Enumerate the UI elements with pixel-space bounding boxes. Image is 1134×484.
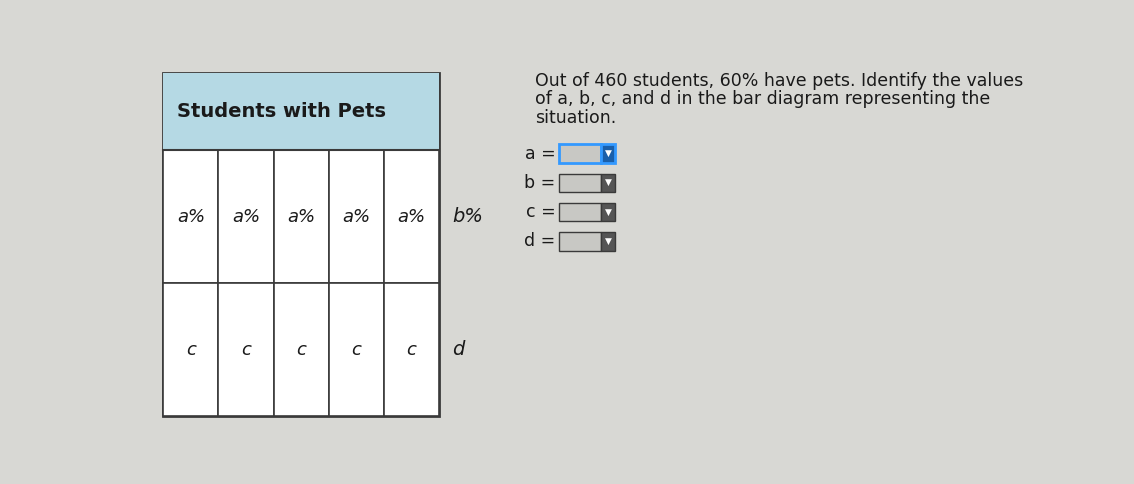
Text: d =: d = [524, 232, 556, 250]
Text: Out of 460 students, 60% have pets. Identify the values: Out of 460 students, 60% have pets. Iden… [535, 72, 1024, 90]
Bar [219, 283, 273, 416]
Bar [163, 151, 219, 283]
Text: ▼: ▼ [604, 149, 611, 158]
Bar [219, 151, 273, 283]
Text: situation.: situation. [535, 109, 617, 127]
Text: b =: b = [524, 174, 556, 192]
Text: a%: a% [342, 208, 370, 226]
Bar [559, 174, 601, 192]
Bar [559, 232, 601, 251]
Text: c: c [352, 341, 361, 359]
Bar [163, 74, 439, 151]
Bar [559, 144, 601, 163]
Text: ▼: ▼ [604, 178, 611, 187]
Text: a%: a% [287, 208, 315, 226]
Bar [383, 151, 439, 283]
Text: c: c [406, 341, 416, 359]
Bar [329, 151, 383, 283]
Text: of a, b, c, and d in the bar diagram representing the: of a, b, c, and d in the bar diagram rep… [535, 91, 991, 108]
Bar [273, 283, 329, 416]
Bar [601, 232, 616, 251]
Text: c: c [186, 341, 196, 359]
Bar [329, 283, 383, 416]
Text: ▼: ▼ [604, 208, 611, 216]
Text: b%: b% [452, 207, 483, 227]
Text: c =: c = [526, 203, 556, 221]
Bar [601, 144, 616, 163]
Text: a%: a% [232, 208, 260, 226]
Bar [383, 283, 439, 416]
Bar [163, 74, 439, 416]
Text: a%: a% [397, 208, 425, 226]
Text: a%: a% [177, 208, 205, 226]
Bar [163, 283, 219, 416]
Bar [601, 174, 616, 192]
Bar [273, 151, 329, 283]
Bar [601, 203, 616, 221]
Text: d: d [452, 340, 465, 359]
Bar [559, 203, 601, 221]
Text: c: c [242, 341, 251, 359]
Text: a =: a = [525, 145, 556, 163]
Text: ▼: ▼ [604, 237, 611, 246]
Text: c: c [296, 341, 306, 359]
Text: Students with Pets: Students with Pets [177, 103, 387, 121]
